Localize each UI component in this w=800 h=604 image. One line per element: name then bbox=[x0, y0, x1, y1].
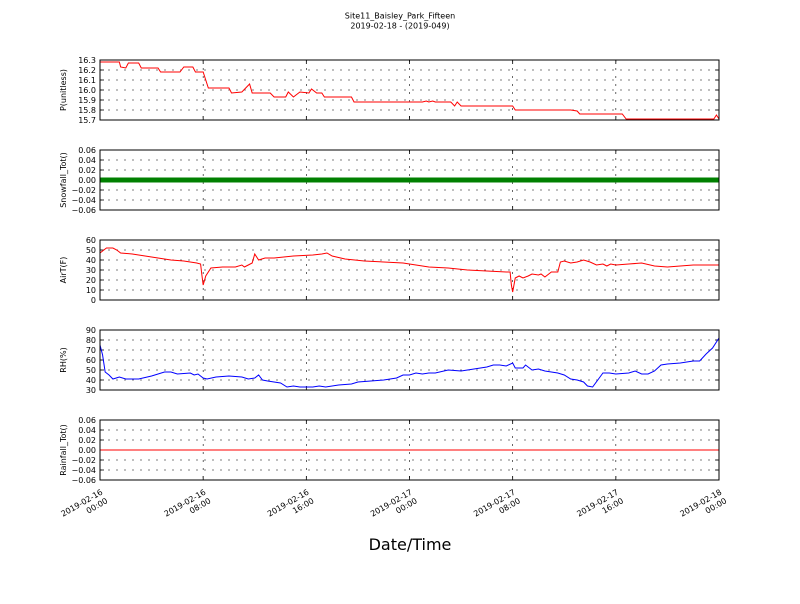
y-tick-label: 30 bbox=[86, 266, 96, 275]
panel-0: 15.715.815.916.016.116.216.3 P(unitless) bbox=[59, 56, 720, 125]
chart-subtitle: 2019-02-18 - (2019-049) bbox=[350, 22, 449, 31]
series-line bbox=[99, 337, 720, 388]
y-tick-label: −0.02 bbox=[71, 186, 96, 195]
y-tick-label: 0.06 bbox=[78, 146, 96, 155]
y-tick-label: 16.0 bbox=[78, 86, 96, 95]
y-tick-label: 30 bbox=[86, 386, 96, 395]
x-axis-label: Date/Time bbox=[369, 535, 452, 554]
y-tick-label: 90 bbox=[86, 326, 96, 335]
axes-frame bbox=[99, 329, 720, 391]
y-tick-label: 16.2 bbox=[78, 66, 96, 75]
y-tick-label: −0.02 bbox=[71, 456, 96, 465]
axes-frame bbox=[99, 239, 720, 301]
series-line bbox=[99, 247, 719, 293]
y-tick-label: −0.04 bbox=[71, 466, 96, 475]
y-tick-label: 40 bbox=[86, 376, 96, 385]
axes-frame bbox=[99, 419, 720, 481]
panel-4: −0.06−0.04−0.020.000.020.040.06 Rainfall_… bbox=[59, 416, 720, 485]
y-tick-label: 15.9 bbox=[78, 96, 96, 105]
y-axis-label: Rainfall_Tot() bbox=[59, 424, 68, 476]
y-tick-label: 70 bbox=[86, 346, 96, 355]
y-tick-label: 0 bbox=[91, 296, 96, 305]
y-tick-label: −0.06 bbox=[71, 206, 96, 215]
series-line bbox=[100, 61, 720, 120]
y-tick-label: 15.7 bbox=[78, 116, 96, 125]
y-tick-label: 0.02 bbox=[78, 166, 96, 175]
y-tick-label: 80 bbox=[86, 336, 96, 345]
y-tick-label: 60 bbox=[86, 356, 96, 365]
y-tick-label: 50 bbox=[86, 246, 96, 255]
y-tick-label: 50 bbox=[86, 366, 96, 375]
y-tick-label: 15.8 bbox=[78, 106, 96, 115]
y-tick-label: 16.3 bbox=[78, 56, 96, 65]
y-tick-label: 0.06 bbox=[78, 416, 96, 425]
y-tick-label: −0.06 bbox=[71, 476, 96, 485]
y-tick-label: 10 bbox=[86, 286, 96, 295]
y-axis-label: RH(%) bbox=[59, 347, 68, 372]
y-tick-label: 40 bbox=[86, 256, 96, 265]
y-tick-label: 60 bbox=[86, 236, 96, 245]
y-tick-label: 0.04 bbox=[78, 156, 96, 165]
y-axis-label: Snowfall_Tot() bbox=[59, 152, 68, 208]
y-tick-label: 0.00 bbox=[78, 176, 96, 185]
y-axis-label: P(unitless) bbox=[59, 69, 68, 111]
y-axis-label: AirT(F) bbox=[59, 257, 68, 284]
chart-title: Site11_Baisley_Park_Fifteen bbox=[345, 12, 455, 21]
axes-frame bbox=[99, 59, 720, 121]
y-tick-label: −0.04 bbox=[71, 196, 96, 205]
axes-frame bbox=[99, 149, 720, 211]
panels-group: 15.715.815.916.016.116.216.3 P(unitless) −… bbox=[59, 56, 720, 485]
panel-1: −0.06−0.04−0.020.000.020.040.06 Snowfall_… bbox=[59, 146, 720, 215]
y-tick-label: 16.1 bbox=[78, 76, 96, 85]
y-tick-label: 0.04 bbox=[78, 426, 96, 435]
y-tick-label: 0.02 bbox=[78, 436, 96, 445]
y-tick-label: 20 bbox=[86, 276, 96, 285]
y-tick-label: 0.00 bbox=[78, 446, 96, 455]
